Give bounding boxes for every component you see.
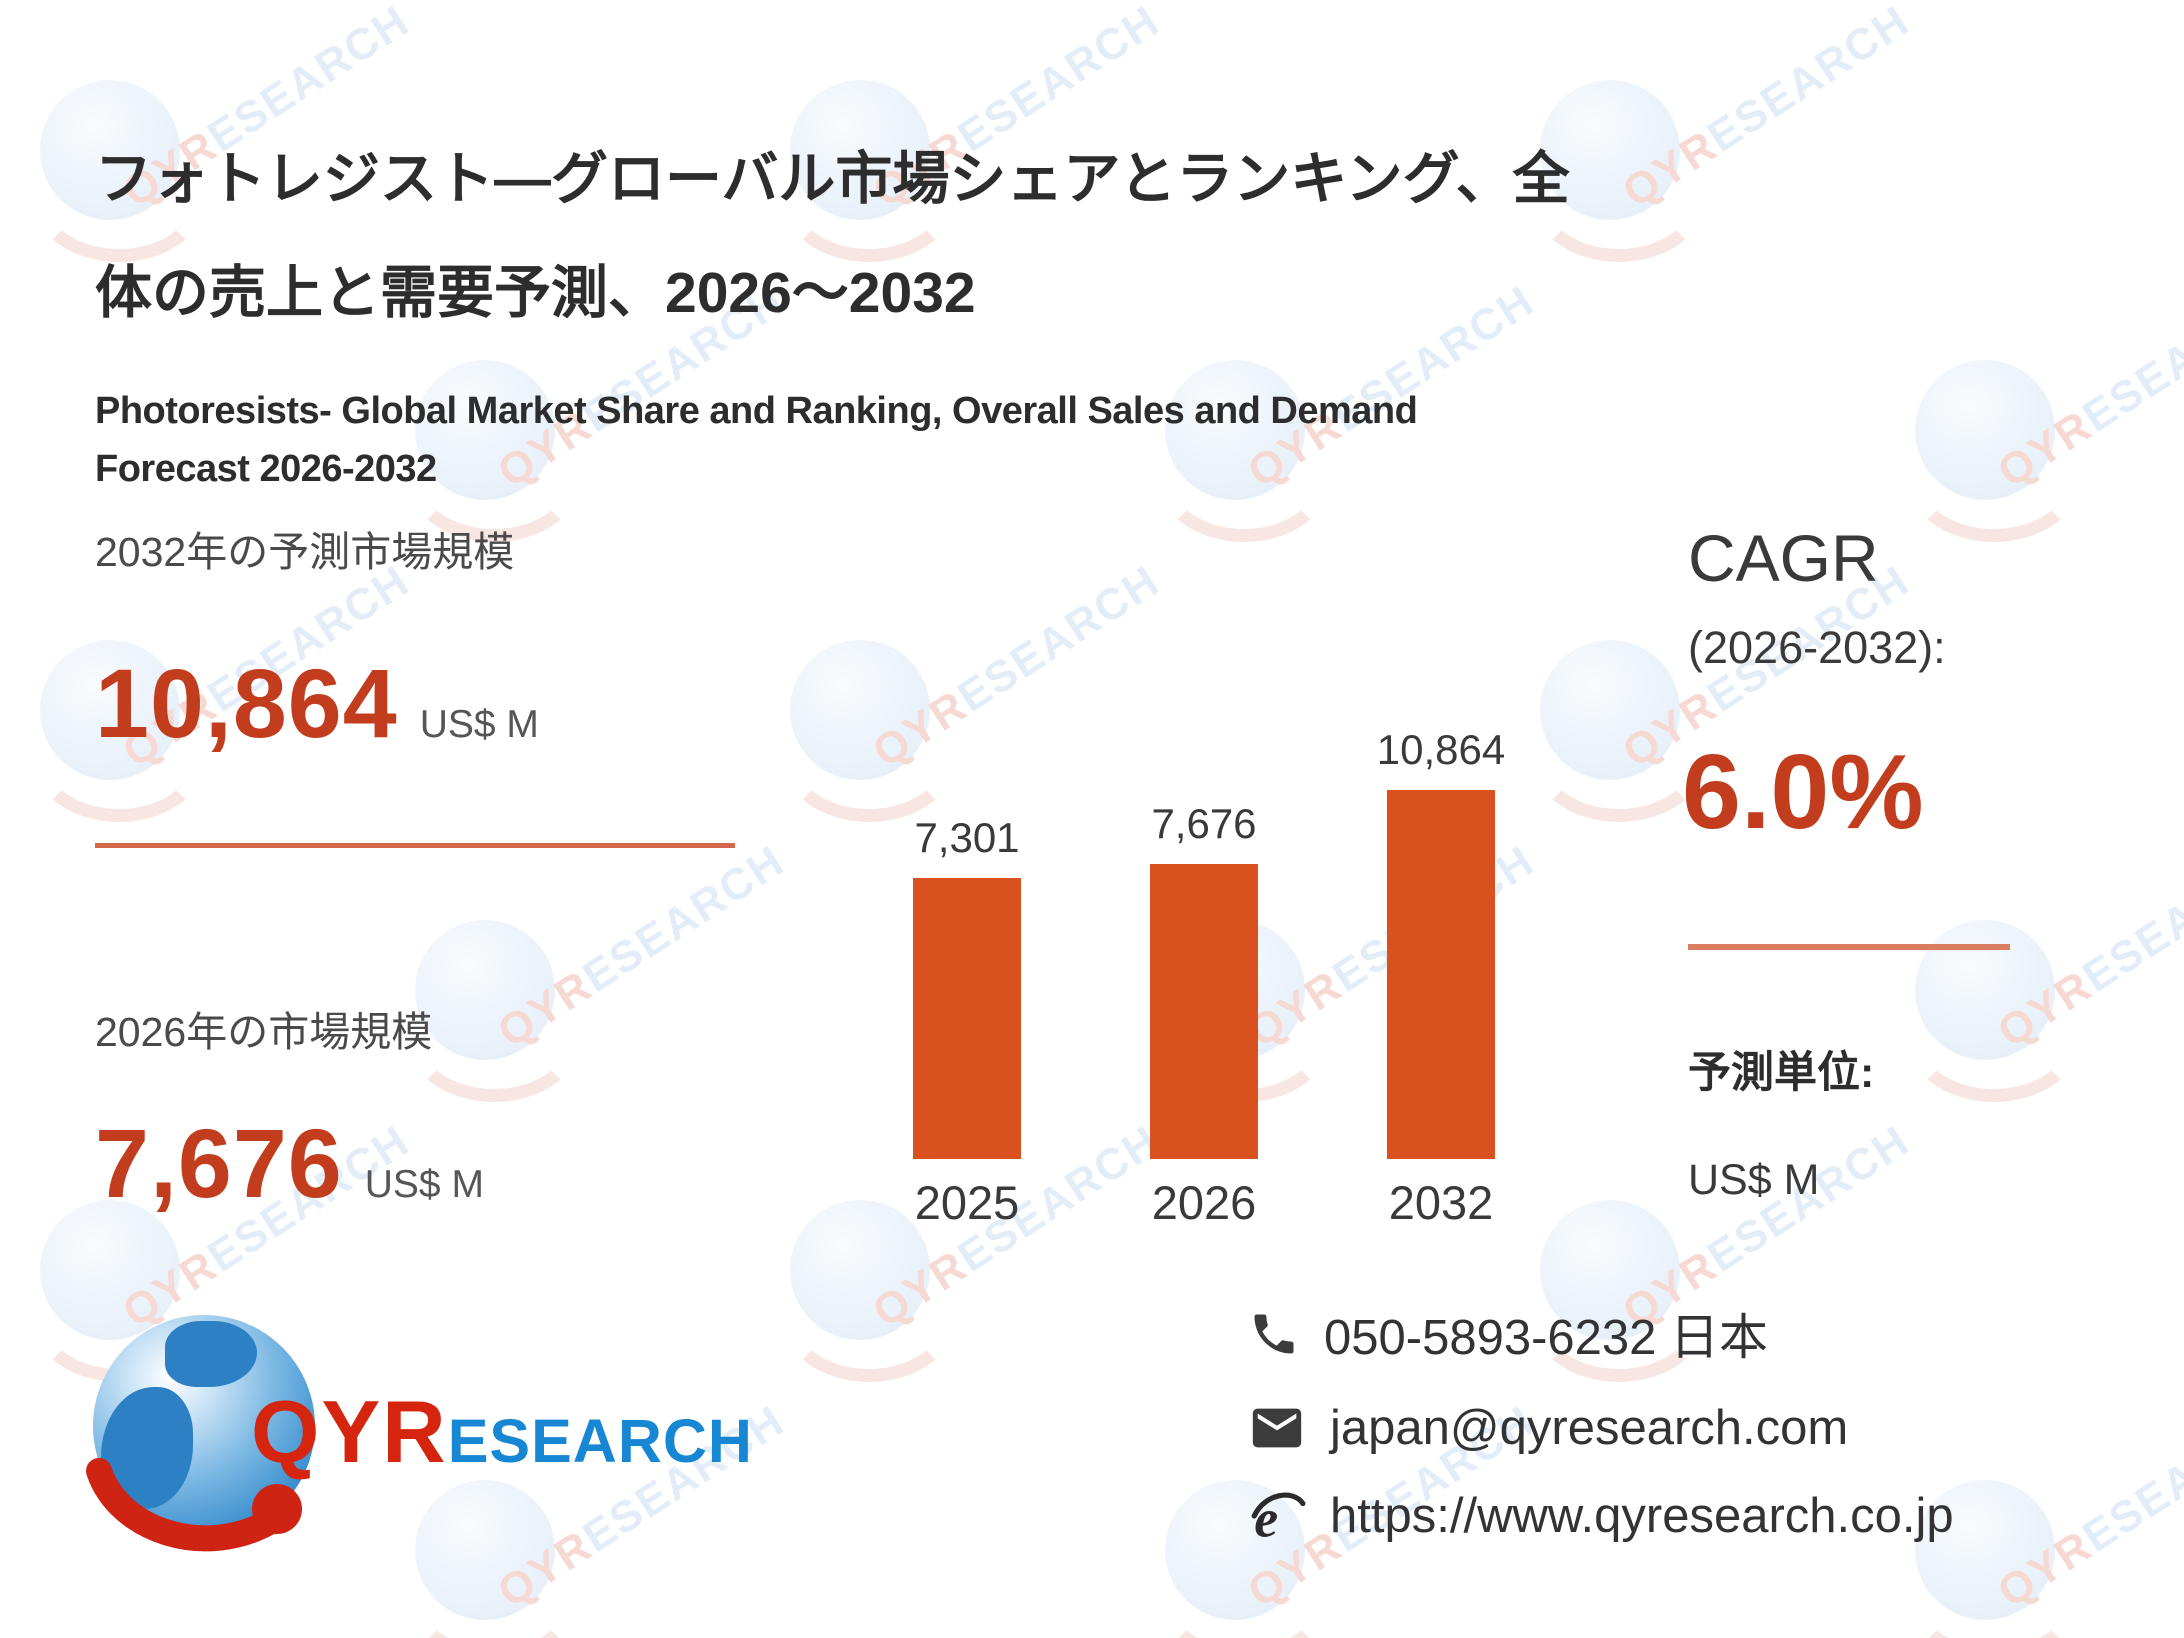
website-row: e https://www.qyresearch.co.jp	[1248, 1487, 1954, 1545]
bar-chart: 7,301 2025 7,676 2026 10,864 2032	[892, 726, 1516, 1230]
logo-qyr: QYR	[251, 1382, 448, 1481]
phone-row: 050-5893-6232 日本	[1248, 1298, 1954, 1369]
logo-text: QYR ESEARCH	[251, 1381, 753, 1483]
email-text: japan@qyresearch.com	[1330, 1401, 1849, 1455]
base-size-unit: US$ M	[364, 1163, 484, 1206]
watermark-text: QYRESEARCH	[1614, 0, 1919, 218]
watermark-text: QYRESEARCH	[489, 836, 794, 1058]
bar-value-label: 7,301	[914, 814, 1020, 861]
watermark-text: QYRESEARCH	[1989, 1396, 2184, 1618]
watermark-globe-icon	[405, 920, 583, 1102]
bar-value-label: 10,864	[1376, 726, 1506, 773]
watermark: QYRESEARCH	[1905, 836, 2184, 1230]
watermark-text: QYRESEARCH	[1989, 836, 2184, 1058]
forecast-unit-label: 予測単位:	[1688, 1049, 1875, 1097]
left-divider	[95, 843, 735, 848]
base-size-value-row: 7,676 US$ M	[95, 1108, 484, 1220]
base-size-label: 2026年の市場規模	[95, 1009, 433, 1055]
watermark-globe-icon	[1905, 920, 2083, 1102]
website-text: https://www.qyresearch.co.jp	[1330, 1489, 1954, 1543]
bar-category-label: 2025	[914, 1176, 1020, 1229]
page-title: フォトレジスト―グローバル市場シェアとランキング、全体の売上と需要予測、2026…	[95, 147, 1570, 326]
watermark-text: QYRESEARCH	[1989, 276, 2184, 498]
bar-column-2032: 10,864 2032	[1366, 726, 1516, 1230]
watermark-globe-icon	[1905, 360, 2083, 542]
email-row: japan@qyresearch.com	[1248, 1399, 1954, 1457]
base-size-value: 7,676	[95, 1109, 343, 1218]
bar-category-label: 2026	[1151, 1176, 1257, 1229]
watermark-globe-icon	[1530, 640, 1708, 822]
web-icon: e	[1248, 1487, 1306, 1545]
forecast-size-value: 10,864	[95, 649, 398, 758]
bar-value-label: 7,676	[1151, 800, 1257, 847]
contact-block: 050-5893-6232 日本 japan@qyresearch.com e …	[1248, 1298, 1954, 1545]
phone-icon	[1248, 1308, 1300, 1360]
forecast-size-value-row: 10,864 US$ M	[95, 648, 539, 760]
forecast-size-label: 2032年の予測市場規模	[95, 529, 515, 575]
right-divider	[1688, 944, 2010, 950]
watermark: QYRESEARCH	[1915, 1396, 2184, 1638]
bar-column-2025: 7,301 2025	[892, 726, 1042, 1230]
qyresearch-logo: QYR ESEARCH	[86, 1315, 752, 1575]
cagr-value: 6.0%	[1682, 733, 1924, 851]
logo-swoosh-icon	[86, 1458, 302, 1552]
bar-category-label: 2032	[1388, 1176, 1494, 1229]
bar-2026	[1150, 864, 1258, 1159]
bar-column-2026: 7,676 2026	[1129, 726, 1279, 1230]
watermark: QYRESEARCH	[1530, 0, 1980, 390]
page-subtitle: Photoresists- Global Market Share and Ra…	[95, 389, 1418, 490]
cagr-period: (2026-2032):	[1688, 622, 1946, 673]
logo-esearch: ESEARCH	[447, 1407, 753, 1475]
forecast-size-unit: US$ M	[419, 703, 539, 746]
mail-icon	[1248, 1399, 1306, 1457]
watermark: QYRESEARCH	[780, 1116, 1230, 1510]
svg-text:e: e	[1254, 1489, 1278, 1545]
phone-text: 050-5893-6232 日本	[1324, 1311, 1769, 1365]
watermark: QYRESEARCH	[1905, 276, 2184, 670]
forecast-unit-value: US$ M	[1688, 1156, 1820, 1204]
bar-2025	[913, 878, 1021, 1159]
cagr-title: CAGR	[1688, 521, 1879, 595]
bar-2032	[1387, 790, 1495, 1159]
